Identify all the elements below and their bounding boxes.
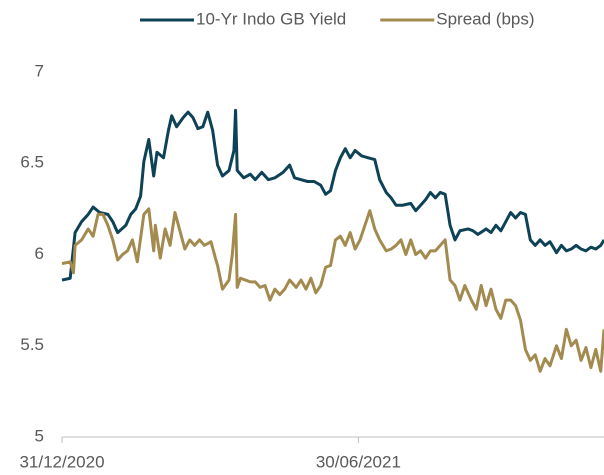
y-tick-label: 5.5: [20, 335, 44, 354]
x-tick-label: 31/12/2020: [19, 452, 104, 471]
series-line: [61, 108, 604, 282]
y-tick-label: 6: [35, 244, 44, 263]
legend: 10-Yr Indo GB Yield Spread (bps): [140, 9, 535, 28]
legend-label: Spread (bps): [436, 9, 534, 28]
y-tick-label: 7: [35, 61, 44, 80]
legend-label: 10-Yr Indo GB Yield: [196, 9, 346, 28]
y-tick-label: 5: [35, 426, 44, 445]
x-tick-label: 30/06/2021: [316, 452, 401, 471]
y-tick-label: 6.5: [20, 153, 44, 172]
series-line: [61, 207, 604, 373]
